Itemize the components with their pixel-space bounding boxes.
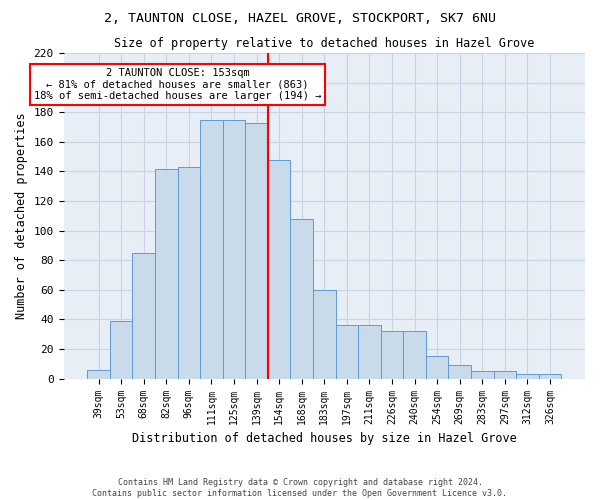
Bar — [133, 253, 155, 378]
X-axis label: Distribution of detached houses by size in Hazel Grove: Distribution of detached houses by size … — [132, 432, 517, 445]
Bar — [155, 168, 178, 378]
Bar — [110, 321, 133, 378]
Bar — [245, 122, 268, 378]
Bar — [223, 120, 245, 378]
Text: 2, TAUNTON CLOSE, HAZEL GROVE, STOCKPORT, SK7 6NU: 2, TAUNTON CLOSE, HAZEL GROVE, STOCKPORT… — [104, 12, 496, 26]
Bar — [290, 219, 313, 378]
Bar — [335, 326, 358, 378]
Bar — [178, 167, 200, 378]
Bar — [516, 374, 539, 378]
Title: Size of property relative to detached houses in Hazel Grove: Size of property relative to detached ho… — [114, 38, 535, 51]
Bar — [471, 372, 494, 378]
Bar — [403, 332, 426, 378]
Bar — [539, 374, 561, 378]
Bar — [268, 160, 290, 378]
Bar — [426, 356, 448, 378]
Bar — [87, 370, 110, 378]
Bar — [448, 366, 471, 378]
Bar — [494, 372, 516, 378]
Bar — [200, 120, 223, 378]
Bar — [381, 332, 403, 378]
Text: 2 TAUNTON CLOSE: 153sqm
← 81% of detached houses are smaller (863)
18% of semi-d: 2 TAUNTON CLOSE: 153sqm ← 81% of detache… — [34, 68, 321, 101]
Y-axis label: Number of detached properties: Number of detached properties — [15, 112, 28, 319]
Bar — [358, 326, 381, 378]
Text: Contains HM Land Registry data © Crown copyright and database right 2024.
Contai: Contains HM Land Registry data © Crown c… — [92, 478, 508, 498]
Bar — [313, 290, 335, 378]
